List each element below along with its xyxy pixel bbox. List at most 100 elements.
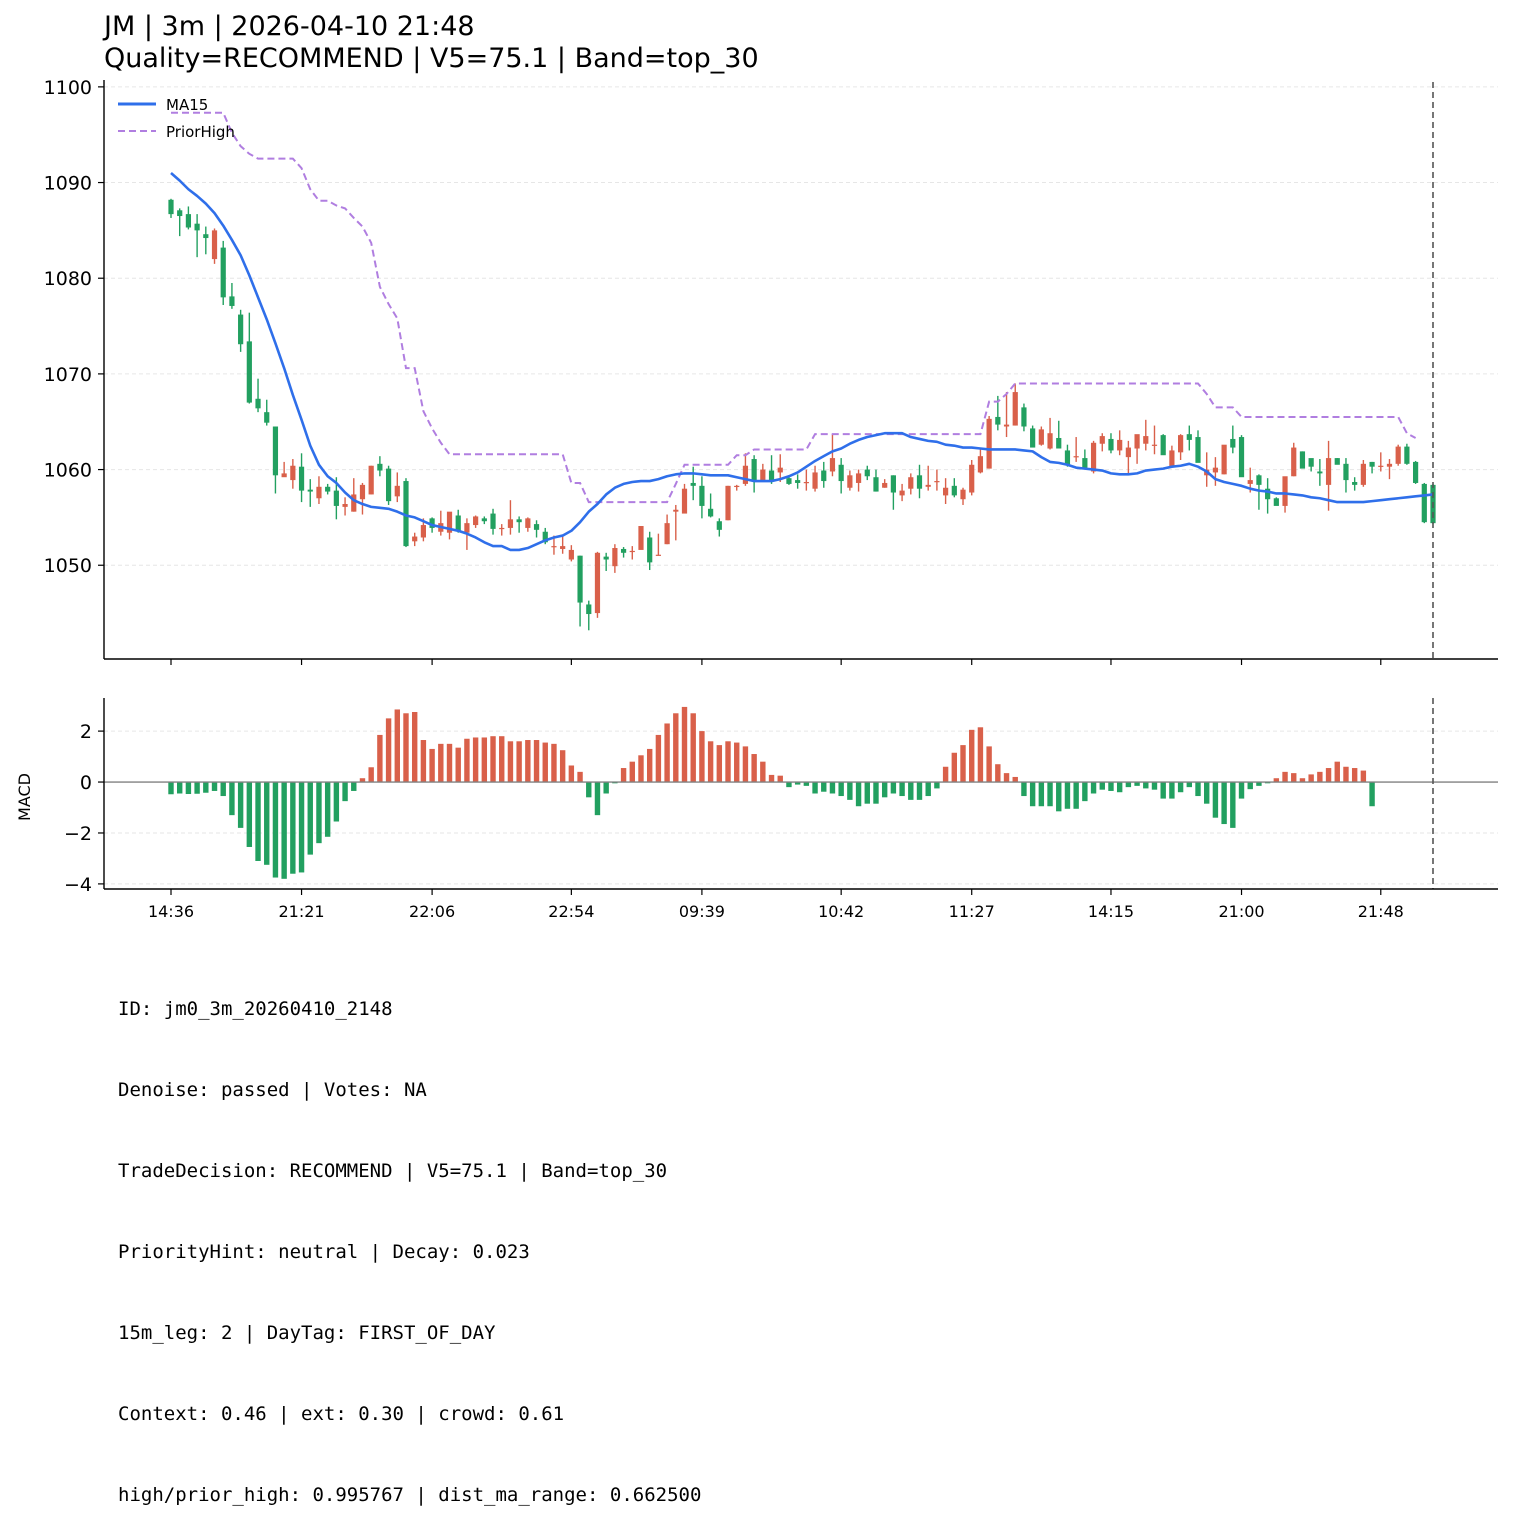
candle-body [420, 525, 426, 538]
candle-body [481, 518, 487, 522]
candle-body [1108, 438, 1114, 451]
candle-body [1117, 439, 1123, 451]
candle-body [246, 341, 252, 403]
candle-body [1256, 475, 1262, 485]
candle-body [716, 521, 722, 530]
macd-grid [104, 730, 1498, 885]
candle-body [577, 555, 583, 603]
macd-bar [1151, 782, 1158, 790]
macd-bar [1238, 782, 1245, 799]
candle-body [620, 548, 627, 553]
macd-bar [1317, 771, 1323, 783]
macd-bar [264, 782, 270, 865]
candle-body [560, 546, 566, 549]
candle-body [1195, 437, 1201, 463]
prior-high-line [171, 111, 1417, 504]
macd-bar [873, 782, 879, 804]
candle-body [359, 484, 366, 500]
macd-bar [1186, 782, 1193, 788]
candle-body [490, 513, 496, 529]
macd-bar [1308, 774, 1314, 783]
macd-bar [986, 746, 992, 783]
candle-body [1212, 467, 1219, 473]
xtick-label: 21:00 [1218, 902, 1264, 921]
macd-bar [559, 750, 566, 783]
candle-body [1238, 437, 1245, 478]
price-ytick-label: 1070 [44, 364, 92, 386]
xtick-label: 14:36 [148, 902, 194, 921]
candle-body [699, 485, 705, 506]
candle-body [1360, 463, 1366, 485]
candle-body [368, 465, 374, 495]
macd-bar [890, 782, 897, 794]
macd-bar [673, 713, 679, 783]
candle-body [734, 485, 740, 488]
candle-body [899, 490, 905, 496]
price-ytick-label: 1050 [44, 555, 92, 577]
candle-body [742, 465, 749, 484]
macd-bar [725, 741, 731, 783]
info-line-priority: PriorityHint: neutral | Decay: 0.023 [118, 1241, 530, 1263]
macd-bar [1012, 776, 1018, 783]
candle-body [681, 488, 688, 514]
macd-bar [551, 743, 557, 783]
price-ytick-label: 1060 [44, 460, 92, 482]
candle-body [1265, 488, 1271, 500]
candle-body [385, 468, 392, 502]
candle-body [855, 473, 862, 483]
legend-ma15-label: MA15 [166, 96, 208, 114]
xtick-label: 22:54 [548, 902, 594, 921]
macd-ytick-label: 2 [80, 721, 92, 743]
macd-bar [490, 736, 496, 783]
macd-bar [420, 740, 427, 783]
candle-body [751, 459, 757, 481]
candle-body [551, 546, 557, 548]
candle-body [864, 469, 870, 477]
macd-bar [916, 782, 923, 800]
macd-bar [812, 782, 818, 794]
macd-bar [516, 741, 522, 783]
macd-bar [1177, 782, 1184, 793]
candle-body [768, 470, 775, 481]
info-line-ratio: high/prior_high: 0.995767 | dist_ma_rang… [118, 1484, 702, 1506]
macd-bar [351, 782, 357, 791]
macd-bar [411, 712, 418, 783]
macd-bar [690, 713, 696, 783]
candle-body [594, 552, 601, 614]
candle-body [229, 296, 235, 306]
candle-body [664, 523, 670, 545]
macd-bar [1134, 782, 1140, 786]
macd-bar [1256, 782, 1262, 786]
candle-body [951, 485, 957, 496]
macd-bar [438, 743, 444, 783]
candle-body [1325, 458, 1332, 485]
info-line-id: ID: jm0_3m_20260410_2148 [118, 998, 393, 1020]
macd-bar [881, 782, 888, 798]
macd-ylabel: MACD [15, 773, 34, 821]
xtick-label: 22:06 [409, 902, 455, 921]
macd-bar [821, 782, 827, 792]
candle-body [1308, 458, 1314, 467]
macd-bar [768, 774, 775, 783]
candle-body [1125, 447, 1131, 458]
candle-body [1073, 456, 1079, 458]
macd-bar [446, 743, 453, 783]
candle-body [760, 469, 766, 482]
macd-ytick-label: −4 [64, 874, 92, 896]
candle-body [803, 482, 809, 484]
candle-body [612, 548, 618, 567]
macd-bar [1038, 782, 1045, 807]
candle-body [1012, 392, 1018, 426]
xtick-label: 10:42 [818, 902, 864, 921]
candle-body [185, 214, 192, 228]
candle-body [473, 516, 479, 526]
macd-bar [481, 737, 488, 783]
macd-bar [855, 782, 862, 807]
macd-bar [185, 782, 192, 795]
price-ytick-label: 1090 [44, 173, 92, 195]
price-ytick-label: 1100 [44, 77, 92, 99]
candle-body [351, 494, 357, 512]
macd-bar [1082, 782, 1088, 802]
candle-body [629, 550, 635, 553]
candle-body [1369, 461, 1375, 467]
